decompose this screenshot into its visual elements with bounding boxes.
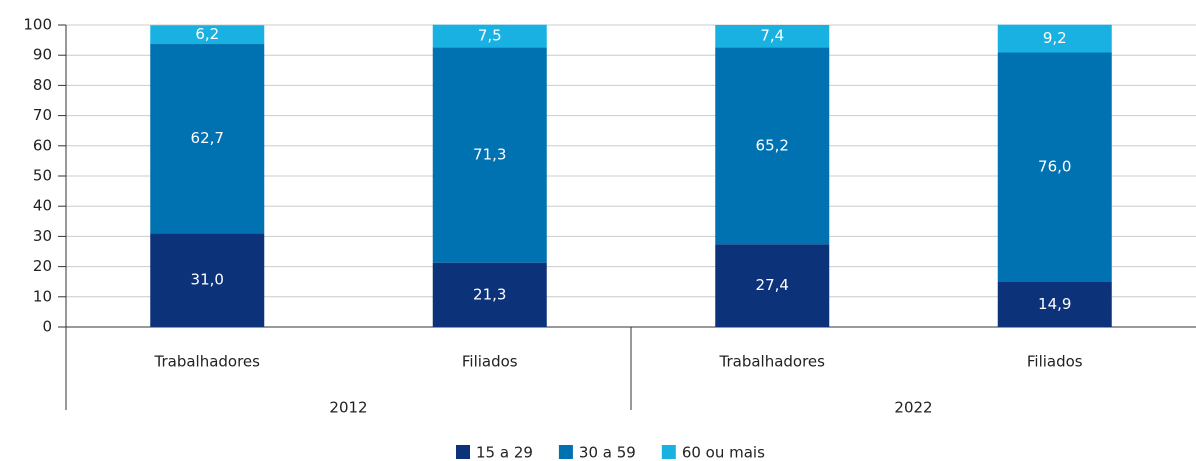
- bar-segment: [432, 24, 547, 48]
- y-tick-label: 80: [33, 76, 52, 94]
- group-label: 2012: [329, 399, 367, 417]
- bar-segment: [150, 233, 265, 327]
- bar-segment: [715, 25, 830, 48]
- value-label: 9,2: [1043, 29, 1067, 47]
- bar-segment: [432, 47, 547, 263]
- value-label: 7,4: [760, 27, 784, 45]
- legend-swatch: [456, 445, 470, 459]
- value-label: 76,0: [1038, 158, 1071, 176]
- legend-label: 15 a 29: [476, 444, 533, 461]
- legend-label: 60 ou mais: [682, 444, 765, 461]
- legend-label: 30 a 59: [579, 444, 636, 461]
- bar-segment: [997, 282, 1112, 327]
- value-label: 27,4: [756, 276, 789, 294]
- value-label: 14,9: [1038, 295, 1071, 313]
- y-tick-label: 60: [33, 136, 52, 154]
- value-label: 65,2: [756, 136, 789, 154]
- x-tick-label: Trabalhadores: [719, 353, 826, 371]
- bar-segment: [997, 52, 1112, 283]
- value-label: 31,0: [191, 271, 224, 289]
- value-label: 62,7: [191, 129, 224, 147]
- bar-segment: [150, 25, 265, 45]
- legend-swatch: [661, 445, 676, 459]
- group-label: 2022: [894, 399, 932, 417]
- value-label: 71,3: [473, 146, 506, 164]
- y-tick-label: 90: [33, 46, 52, 64]
- bar-segment: [997, 24, 1112, 53]
- legend-swatch: [558, 445, 573, 459]
- x-tick-label: Filiados: [1027, 353, 1083, 371]
- x-tick-label: Trabalhadores: [154, 353, 261, 371]
- bar-segment: [432, 262, 547, 327]
- value-label: 6,2: [195, 25, 219, 43]
- bar-segment: [715, 47, 830, 245]
- y-tick-label: 40: [33, 197, 52, 215]
- y-tick-label: 70: [33, 106, 52, 124]
- y-tick-label: 10: [33, 287, 52, 305]
- y-tick-label: 20: [33, 257, 52, 275]
- y-tick-label: 50: [33, 167, 52, 185]
- y-tick-label: 0: [42, 318, 52, 336]
- y-tick-label: 100: [23, 16, 52, 34]
- x-tick-label: Filiados: [462, 353, 518, 371]
- value-label: 7,5: [478, 27, 502, 45]
- y-tick-label: 30: [33, 227, 52, 245]
- value-label: 21,3: [473, 285, 506, 303]
- bar-segment: [715, 244, 830, 327]
- bar-segment: [150, 44, 265, 234]
